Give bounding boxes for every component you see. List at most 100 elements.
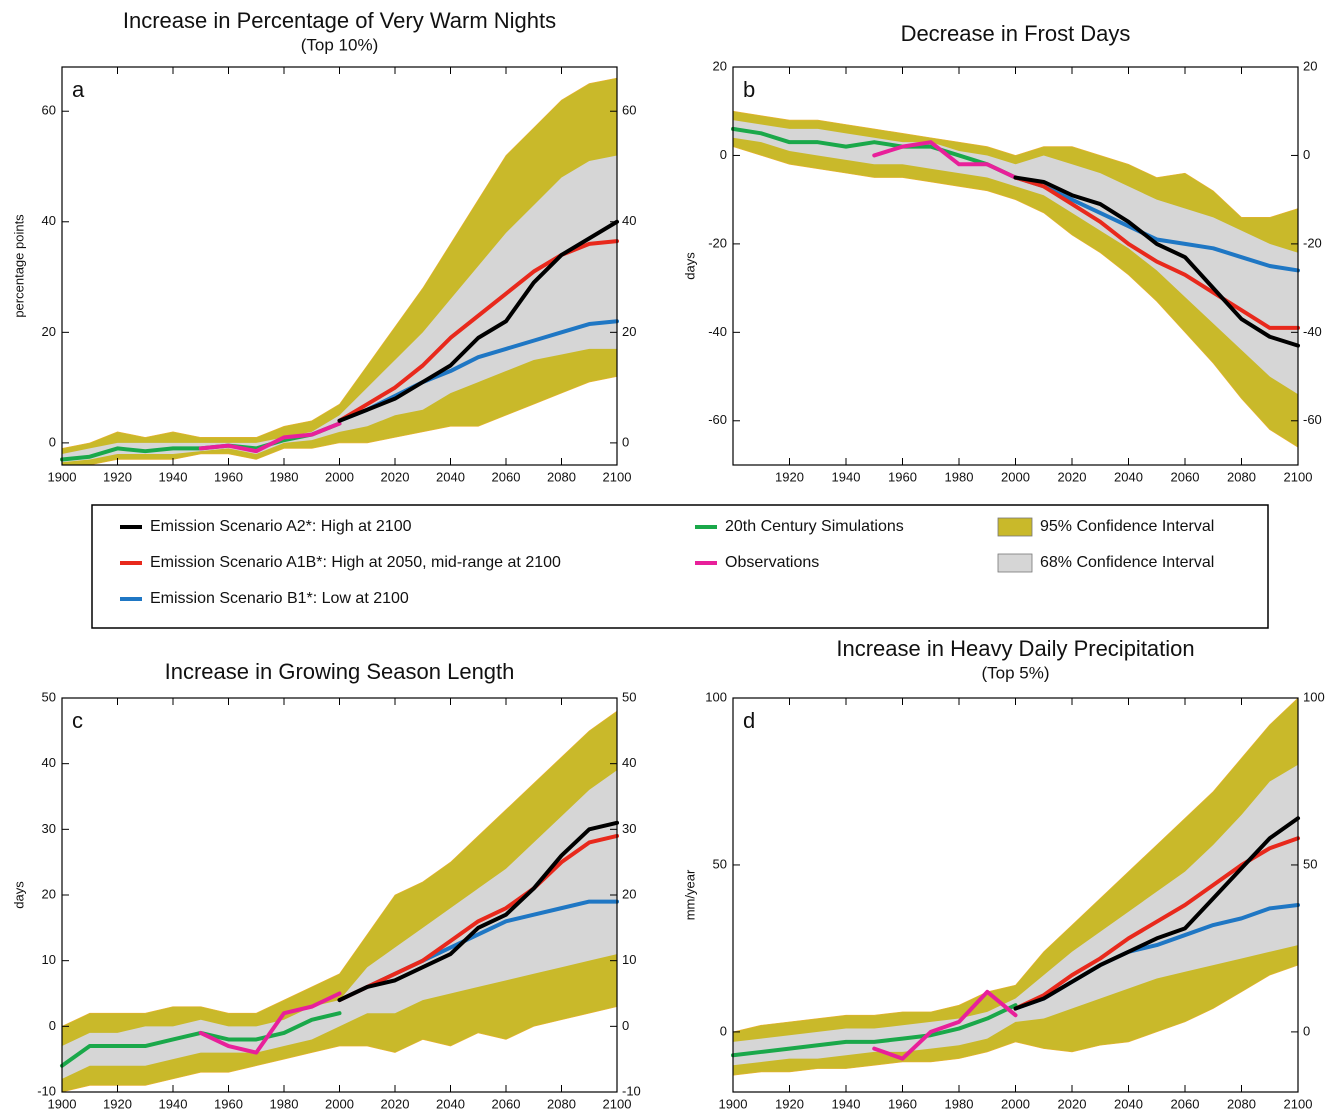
x-tick-label: 1940 bbox=[159, 469, 188, 484]
legend-box bbox=[91, 504, 1269, 629]
y-tick-label: -60 bbox=[708, 412, 727, 427]
y-tick-label-right: 50 bbox=[1303, 856, 1317, 871]
x-tick-label: 1920 bbox=[775, 469, 804, 484]
y-tick-label-right: 0 bbox=[1303, 1023, 1310, 1038]
x-tick-label: 1900 bbox=[48, 469, 77, 484]
panel-label: c bbox=[72, 708, 83, 733]
y-tick-label-right: 10 bbox=[622, 952, 636, 967]
x-tick-label: 2020 bbox=[381, 1096, 410, 1111]
y-tick-label: -20 bbox=[708, 235, 727, 250]
y-tick-label: 20 bbox=[42, 324, 56, 339]
y-axis-label: days bbox=[11, 881, 26, 909]
y-tick-label: 60 bbox=[42, 103, 56, 118]
x-tick-label: 2000 bbox=[1001, 1096, 1030, 1111]
y-tick-label: -40 bbox=[708, 324, 727, 339]
chart-title: Increase in Heavy Daily Precipitation bbox=[836, 636, 1194, 661]
y-tick-label-right: 40 bbox=[622, 755, 636, 770]
x-tick-label: 2040 bbox=[436, 1096, 465, 1111]
legend-label: Emission Scenario A2*: High at 2100 bbox=[150, 518, 412, 535]
chart-subtitle: (Top 10%) bbox=[301, 35, 378, 54]
chart-title: Increase in Percentage of Very Warm Nigh… bbox=[123, 8, 556, 33]
y-tick-label: 0 bbox=[49, 434, 56, 449]
chart-title: Decrease in Frost Days bbox=[901, 21, 1131, 46]
series-line bbox=[1013, 175, 1300, 273]
x-tick-label: 1940 bbox=[832, 1096, 861, 1111]
y-tick-label-right: -20 bbox=[1303, 235, 1322, 250]
y-axis-label: mm/year bbox=[682, 869, 697, 920]
y-tick-label-right: 50 bbox=[622, 689, 636, 704]
x-tick-label: 1960 bbox=[214, 469, 243, 484]
series-line bbox=[731, 126, 1018, 180]
x-tick-label: 1900 bbox=[48, 1096, 77, 1111]
legend-label: 20th Century Simulations bbox=[725, 518, 904, 535]
x-tick-label: 1940 bbox=[832, 469, 861, 484]
series-line bbox=[872, 989, 1018, 1061]
legend-label: Emission Scenario A1B*: High at 2050, mi… bbox=[150, 554, 561, 571]
x-tick-label: 2080 bbox=[1227, 1096, 1256, 1111]
x-tick-label: 1980 bbox=[945, 1096, 974, 1111]
x-tick-label: 2020 bbox=[1058, 469, 1087, 484]
x-tick-label: 1960 bbox=[214, 1096, 243, 1111]
y-tick-label: 10 bbox=[42, 952, 56, 967]
x-tick-label: 2100 bbox=[603, 1096, 632, 1111]
y-tick-label: 30 bbox=[42, 821, 56, 836]
y-tick-label: 0 bbox=[720, 1023, 727, 1038]
x-tick-label: 1980 bbox=[270, 469, 299, 484]
x-tick-label: 1980 bbox=[270, 1096, 299, 1111]
x-tick-label: 1960 bbox=[888, 1096, 917, 1111]
y-tick-label-right: 20 bbox=[622, 324, 636, 339]
y-tick-label-right: 0 bbox=[1303, 147, 1310, 162]
panel-label: a bbox=[72, 77, 85, 102]
confidence-band bbox=[62, 155, 617, 463]
x-tick-label: 2100 bbox=[603, 469, 632, 484]
legend-label: 68% Confidence Interval bbox=[1040, 554, 1214, 571]
x-tick-label: 1920 bbox=[775, 1096, 804, 1111]
y-tick-label-right: 0 bbox=[622, 1018, 629, 1033]
x-tick-label: 1980 bbox=[945, 469, 974, 484]
y-tick-label-right: 20 bbox=[1303, 58, 1317, 73]
x-tick-label: 2020 bbox=[1058, 1096, 1087, 1111]
y-tick-label: 100 bbox=[705, 689, 727, 704]
x-tick-label: 2000 bbox=[1001, 469, 1030, 484]
x-tick-label: 2020 bbox=[381, 469, 410, 484]
y-tick-label-right: 40 bbox=[622, 213, 636, 228]
x-tick-label: 2040 bbox=[1114, 1096, 1143, 1111]
y-tick-label-right: 60 bbox=[622, 103, 636, 118]
chart-subtitle: (Top 5%) bbox=[981, 663, 1049, 682]
y-tick-label-right: 20 bbox=[622, 886, 636, 901]
y-tick-label: 0 bbox=[720, 147, 727, 162]
y-axis-label: days bbox=[682, 252, 697, 280]
legend-label: 95% Confidence Interval bbox=[1040, 518, 1214, 535]
x-tick-label: 2060 bbox=[1171, 1096, 1200, 1111]
legend-swatch bbox=[997, 517, 1033, 537]
x-tick-label: 2000 bbox=[325, 469, 354, 484]
x-tick-label: 2060 bbox=[492, 1096, 521, 1111]
x-tick-label: 2060 bbox=[1171, 469, 1200, 484]
series-line bbox=[1013, 816, 1300, 1011]
y-tick-label: 50 bbox=[713, 856, 727, 871]
y-tick-label-right: -60 bbox=[1303, 412, 1322, 427]
x-tick-label: 1920 bbox=[103, 1096, 132, 1111]
y-tick-label: 40 bbox=[42, 213, 56, 228]
x-tick-label: 1960 bbox=[888, 469, 917, 484]
chart-title: Increase in Growing Season Length bbox=[165, 659, 515, 684]
x-tick-label: 2100 bbox=[1284, 469, 1313, 484]
series-line bbox=[337, 833, 619, 1003]
y-tick-label: 20 bbox=[713, 58, 727, 73]
y-tick-label-right: 0 bbox=[622, 434, 629, 449]
x-tick-label: 1900 bbox=[719, 1096, 748, 1111]
y-tick-label-right: 100 bbox=[1303, 689, 1325, 704]
series-line bbox=[1013, 175, 1300, 330]
series-line bbox=[198, 421, 342, 454]
panel-label: b bbox=[743, 77, 755, 102]
y-tick-label: 50 bbox=[42, 689, 56, 704]
legend-label: Observations bbox=[725, 554, 819, 571]
x-tick-label: 2040 bbox=[1114, 469, 1143, 484]
legend-swatch bbox=[997, 553, 1033, 573]
series-line bbox=[198, 991, 342, 1055]
x-tick-label: 2040 bbox=[436, 469, 465, 484]
y-tick-label: 40 bbox=[42, 755, 56, 770]
y-tick-label: -10 bbox=[37, 1083, 56, 1098]
series-line bbox=[1013, 175, 1300, 348]
